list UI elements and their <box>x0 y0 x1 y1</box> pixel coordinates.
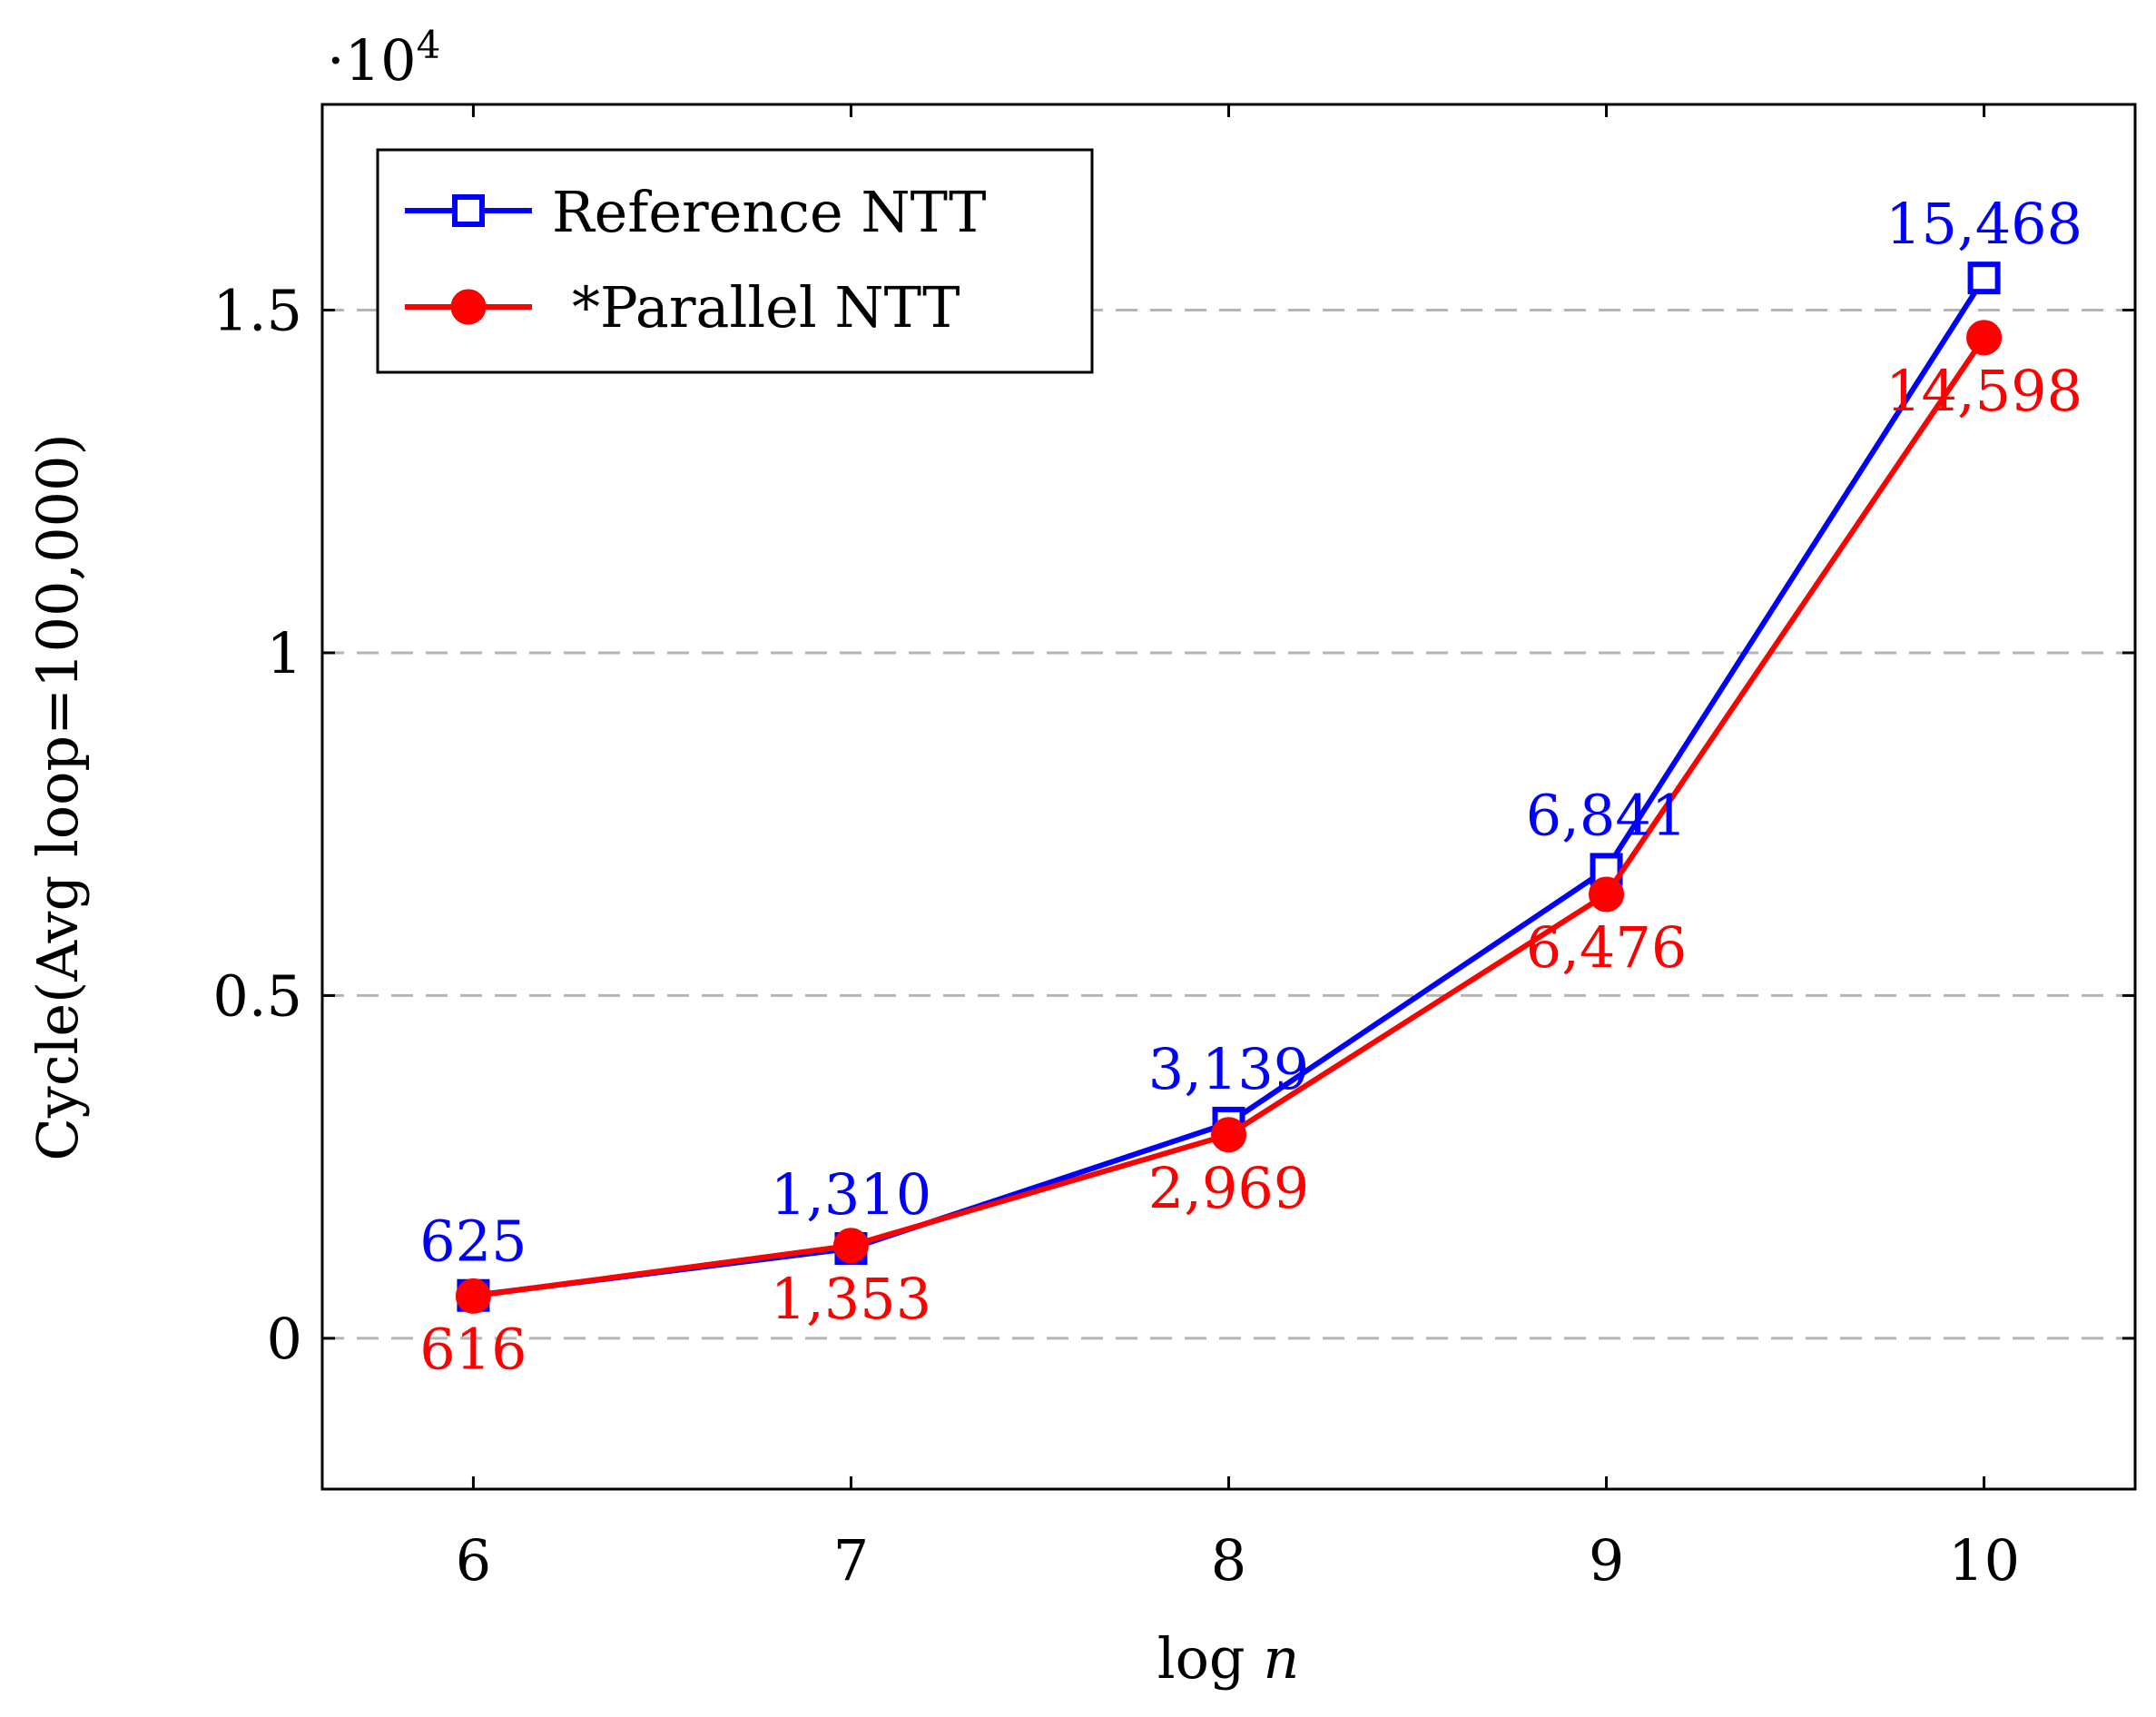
data-label-reference: 625 <box>419 1209 527 1275</box>
x-axis-title-prefix: log <box>1157 1625 1245 1692</box>
series-group <box>455 261 2003 1314</box>
x-tick-label: 6 <box>456 1527 491 1594</box>
x-tick-label: 9 <box>1589 1527 1624 1594</box>
data-point-parallel <box>1966 320 2003 356</box>
y-tick-label: 1 <box>267 620 302 686</box>
data-label-parallel: 14,598 <box>1885 358 2082 424</box>
legend-parallel-marker <box>450 289 487 325</box>
y-scale-label: ·104 <box>327 23 440 94</box>
y-scale-exponent: 4 <box>417 23 441 67</box>
legend-reference-label: Reference NTT <box>552 179 987 245</box>
x-tick-label: 7 <box>833 1527 869 1594</box>
y-tick-label: 0 <box>267 1306 302 1372</box>
x-tick-labels: 6 7 8 9 10 <box>456 1527 2020 1594</box>
x-axis-title-variable: n <box>1263 1625 1299 1692</box>
data-point-reference <box>1967 261 2001 295</box>
data-label-parallel: 1,353 <box>771 1266 932 1332</box>
x-axis-title: log n <box>1157 1625 1300 1692</box>
data-label-parallel: 6,476 <box>1526 914 1688 981</box>
legend-parallel-label: *Parallel NTT <box>572 274 960 340</box>
data-label-reference: 6,841 <box>1526 782 1688 848</box>
data-label-parallel: 2,969 <box>1148 1155 1310 1221</box>
y-tick-labels: 0 0.5 1 1.5 <box>212 277 302 1371</box>
x-tick-label: 10 <box>1948 1527 2020 1594</box>
x-tick-label: 8 <box>1211 1527 1246 1594</box>
data-label-reference: 1,310 <box>771 1161 932 1228</box>
data-point-parallel <box>832 1228 869 1264</box>
y-scale-base: ·10 <box>327 27 417 94</box>
legend-box <box>376 148 1094 374</box>
legend-reference-marker <box>452 194 485 227</box>
data-point-parallel <box>1211 1117 1246 1153</box>
plot-frame <box>320 103 2137 1491</box>
data-labels: 625 1,310 3,139 6,841 15,468 616 1,353 2,969 6,4… <box>419 191 2082 1382</box>
data-label-reference: 15,468 <box>1885 191 2082 257</box>
y-axis-title: Cycle(Avg loop=100,000) <box>25 433 91 1160</box>
data-label-parallel: 616 <box>419 1316 527 1382</box>
legend: Reference NTT *Parallel NTT <box>376 148 1094 374</box>
grid-lines <box>322 308 2135 1340</box>
y-tick-label: 1.5 <box>212 277 302 343</box>
data-point-parallel <box>1589 876 1625 913</box>
data-label-reference: 3,139 <box>1148 1036 1310 1102</box>
axis-ticks <box>322 104 2135 1489</box>
y-tick-label: 0.5 <box>212 962 302 1029</box>
data-point-parallel <box>455 1278 491 1314</box>
